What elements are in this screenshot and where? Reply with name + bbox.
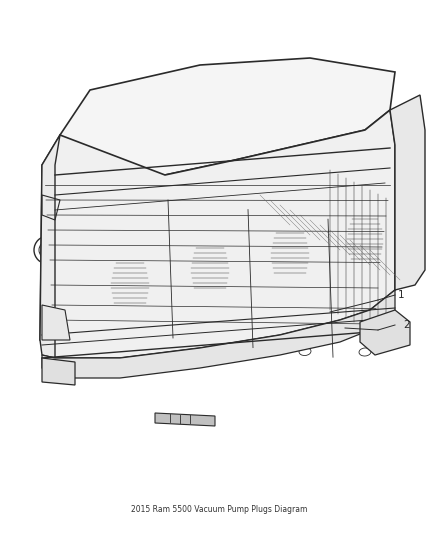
Polygon shape xyxy=(155,413,215,426)
Polygon shape xyxy=(42,290,395,378)
Polygon shape xyxy=(42,305,70,340)
Polygon shape xyxy=(390,95,425,290)
Text: 1: 1 xyxy=(398,290,405,300)
Polygon shape xyxy=(40,135,60,358)
Polygon shape xyxy=(42,358,75,385)
Text: 2: 2 xyxy=(403,320,410,330)
Text: 2015 Ram 5500 Vacuum Pump Plugs Diagram: 2015 Ram 5500 Vacuum Pump Plugs Diagram xyxy=(131,505,307,514)
Polygon shape xyxy=(60,58,395,178)
Polygon shape xyxy=(40,110,395,358)
Polygon shape xyxy=(360,310,410,355)
